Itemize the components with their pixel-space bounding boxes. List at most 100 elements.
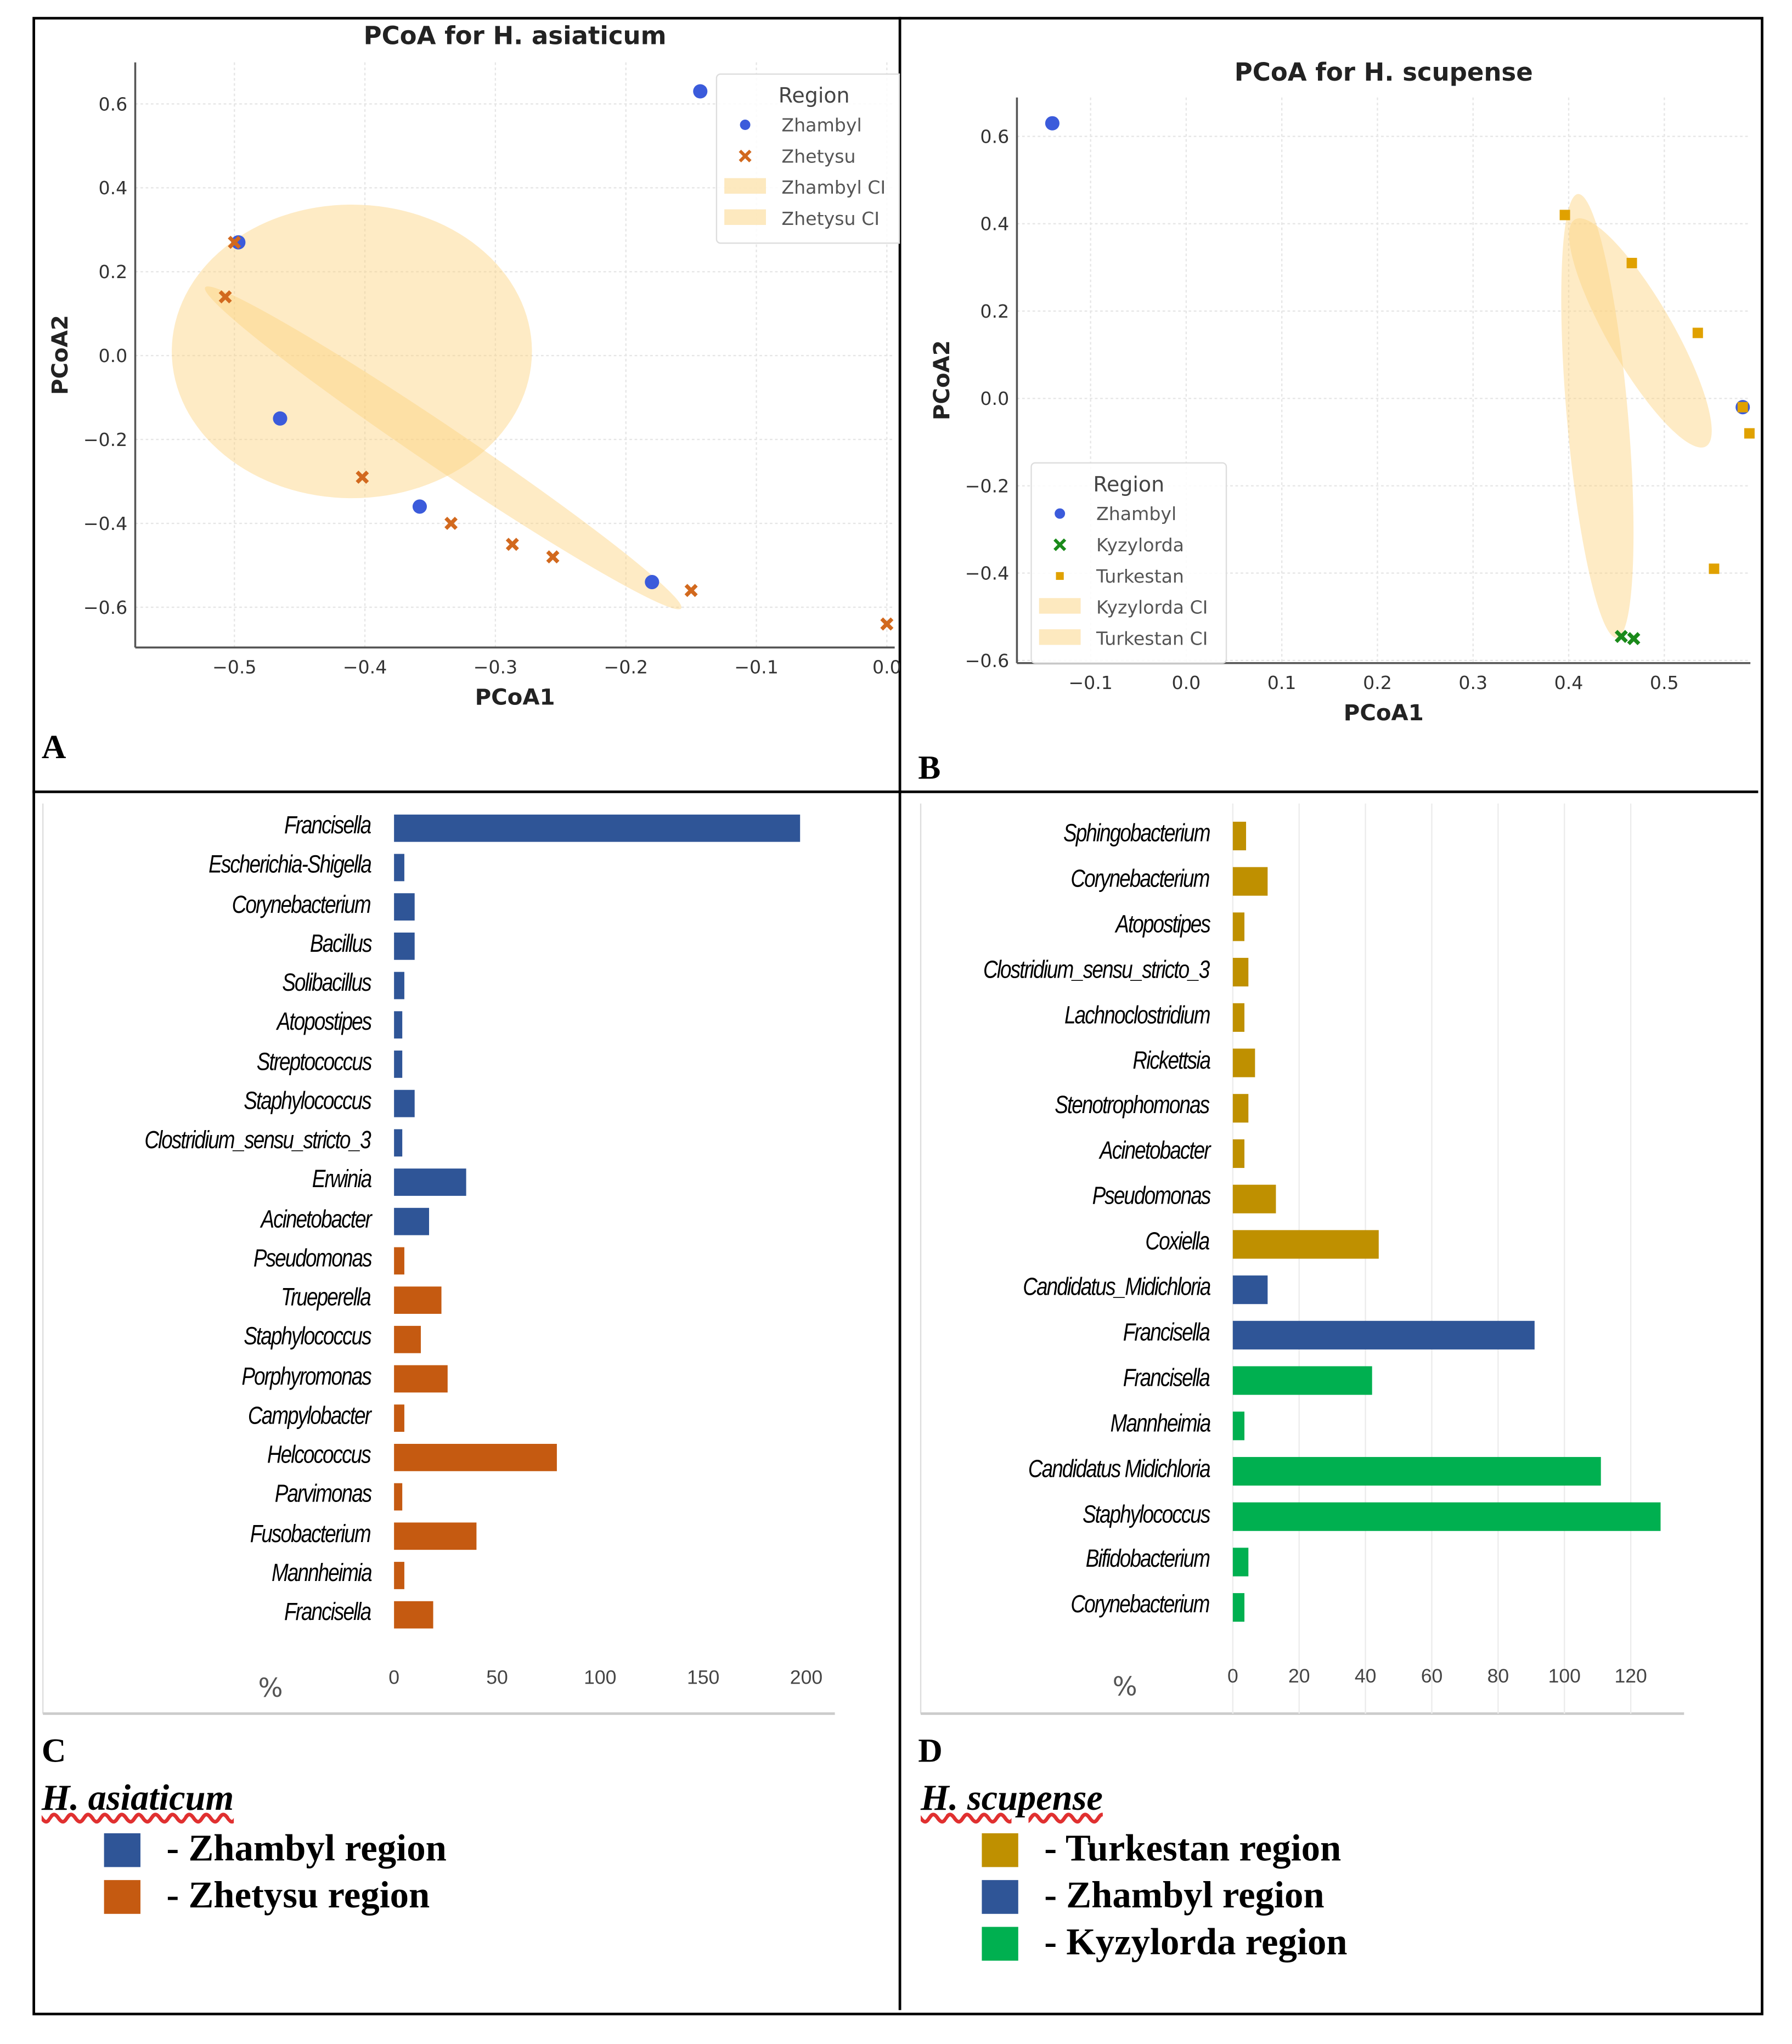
species-title-d: H. scupense [921, 1778, 1103, 1819]
bar-lachnoclostridium [1232, 1003, 1245, 1032]
legend-marker [1053, 538, 1067, 551]
bar-category-label: Clostridium_sensu_stricto_3 [145, 1127, 371, 1155]
bar-category-label: Corynebacterium [232, 891, 371, 919]
bar-chart-d: 0 20 40 60 80 100 120% [920, 803, 1684, 1715]
data-point-zhetysu [218, 290, 232, 304]
bar-category-label: Trueperella [281, 1284, 372, 1312]
confidence-ellipse [172, 204, 532, 499]
legend-box [715, 73, 900, 244]
bar-category-label: Streptococcus [256, 1048, 372, 1076]
legend-label: - Zhambyl region [1044, 1874, 1325, 1917]
data-point-zhambyl [693, 84, 708, 99]
bar-category-label: Campylobacter [248, 1402, 371, 1430]
bar-chart-c: 0 50 100 150 200% [42, 803, 835, 1715]
y-tick-label: 0.0 [980, 388, 1009, 409]
legend-ci-swatch [724, 209, 766, 225]
bar-corynebacterium [394, 893, 415, 921]
x-tick-label: 0.3 [1458, 672, 1487, 693]
data-point-zhambyl [1045, 116, 1060, 131]
bar-parvimonas [394, 1483, 403, 1511]
horizontal-divider [32, 791, 1759, 793]
legend-item-turkestan-d: - Turkestan region [982, 1828, 1341, 1871]
legend-label: - Kyzylorda region [1044, 1922, 1348, 1963]
data-point-turkestan [1692, 328, 1703, 338]
bar-atopostipes [394, 1011, 403, 1039]
legend-marker [740, 120, 751, 131]
bar-acinetobacter [394, 1207, 430, 1235]
data-point-kyzylorda [1614, 630, 1628, 643]
y-tick-label: −0.4 [965, 563, 1010, 584]
bar-category-label: Helcococcus [267, 1442, 372, 1470]
bar-mannheimia [394, 1562, 404, 1589]
bar-bacillus [394, 932, 415, 960]
bar-francisella [1232, 1366, 1372, 1395]
y-axis-label: PCoA2 [47, 315, 73, 395]
legend-marker [1056, 572, 1064, 580]
bar-staphylococcus [394, 1325, 421, 1353]
legend-title: Region [779, 83, 850, 108]
data-point-turkestan [1626, 258, 1637, 268]
bar-category-label: Coxiella [1146, 1228, 1210, 1256]
legend-ci-swatch [1039, 598, 1081, 614]
x-tick-label: 0.2 [1363, 672, 1392, 693]
data-point-turkestan [1744, 428, 1755, 439]
y-tick-label: 0.4 [980, 213, 1009, 235]
data-point-zhetysu [444, 517, 458, 530]
bar-category-label: Corynebacterium [1071, 1591, 1210, 1619]
y-tick-label: −0.6 [965, 650, 1010, 671]
bar-category-label: Candidatus Midichloria [1028, 1455, 1210, 1483]
bar-francisella [394, 814, 801, 842]
data-point-zhetysu [684, 584, 698, 597]
bar-pseudomonas [1232, 1184, 1276, 1213]
bar-category-label: Mannheimia [1109, 1410, 1210, 1438]
data-point-zhambyl [273, 411, 288, 426]
bar-category-label: Acinetobacter [1099, 1138, 1210, 1166]
y-tick-label: −0.2 [83, 429, 128, 450]
bar-category-label: Bifidobacterium [1085, 1546, 1210, 1574]
x-tick-label: −0.4 [343, 657, 387, 678]
pcoa-chart-a: −0.5 −0.4 −0.3 −0.2 −0.1 0.0 0.6 0.4 0.2 0.0 −0.2 −… [47, 21, 900, 710]
data-point-zhetysu [356, 470, 369, 484]
legend-marker [739, 149, 752, 162]
legend-entry: Turkestan CI [1096, 628, 1208, 650]
bar-corynebacterium [1232, 1593, 1245, 1622]
bar-category-label: Acinetobacter [260, 1206, 371, 1234]
x-axis-label: PCoA1 [1344, 700, 1424, 726]
bar-category-label: Porphyromonas [241, 1363, 371, 1391]
data-point-zhetysu [546, 550, 560, 564]
x-tick-label: 100 [1548, 1665, 1581, 1687]
x-tick-label: −0.2 [604, 657, 648, 678]
data-point-zhetysu [228, 235, 241, 249]
confidence-ellipse [205, 286, 682, 609]
y-tick-label: −0.2 [965, 475, 1010, 496]
x-tick-label: 40 [1355, 1665, 1377, 1687]
bar-pseudomonas [394, 1247, 404, 1275]
y-tick-label: −0.6 [83, 597, 128, 618]
data-point-kyzylorda [1627, 632, 1641, 646]
data-point-zhambyl [231, 235, 246, 250]
bar-fusobacterium [394, 1522, 477, 1550]
bar-porphyromonas [394, 1365, 448, 1393]
bar-category-label: Corynebacterium [1071, 866, 1210, 893]
bar-category-label: Mannheimia [271, 1560, 372, 1588]
bar-category-label: Staphylococcus [1082, 1501, 1210, 1529]
bar-category-label: Francisella [1123, 1365, 1210, 1392]
legend-swatch [982, 1832, 1018, 1867]
bar-francisella [1232, 1320, 1535, 1350]
x-axis-label: % [1113, 1672, 1137, 1702]
bar-clostridium-sensu-stricto-3 [1232, 958, 1249, 987]
bar-category-label: Francisella [284, 1599, 371, 1627]
chart-title: PCoA for H. scupense [1235, 58, 1533, 87]
legend-ci-swatch [724, 178, 766, 194]
bar-category-label: Francisella [284, 812, 371, 840]
legend-item-kyzylorda-d: - Kyzylorda region [982, 1922, 1348, 1964]
legend-entry: Kyzylorda CI [1096, 597, 1208, 618]
x-tick-label: 100 [584, 1666, 616, 1688]
legend-item-zhambyl-c: - Zhambyl region [104, 1828, 447, 1871]
x-tick-label: −0.1 [1068, 672, 1113, 693]
y-tick-label: 0.6 [99, 93, 128, 115]
y-tick-label: 0.0 [99, 345, 128, 366]
legend-entry: Zhetysu [781, 145, 855, 167]
panel-label-c: C [41, 1731, 66, 1770]
bar-campylobacter [394, 1404, 404, 1432]
